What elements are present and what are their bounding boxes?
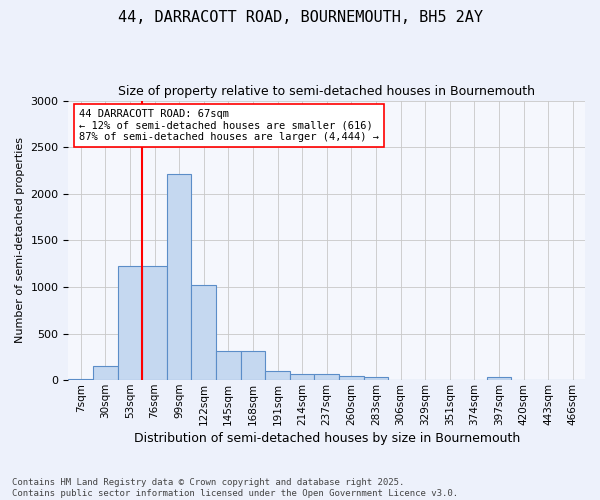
Bar bbox=[68, 379, 93, 380]
Bar bbox=[93, 366, 118, 380]
Bar bbox=[216, 352, 241, 380]
Text: 44 DARRACOTT ROAD: 67sqm
← 12% of semi-detached houses are smaller (616)
87% of : 44 DARRACOTT ROAD: 67sqm ← 12% of semi-d… bbox=[79, 109, 379, 142]
Bar bbox=[314, 374, 339, 380]
Bar bbox=[364, 377, 388, 380]
Bar bbox=[339, 376, 364, 380]
Text: Contains HM Land Registry data © Crown copyright and database right 2025.
Contai: Contains HM Land Registry data © Crown c… bbox=[12, 478, 458, 498]
Title: Size of property relative to semi-detached houses in Bournemouth: Size of property relative to semi-detach… bbox=[118, 85, 535, 98]
Bar bbox=[265, 371, 290, 380]
Bar bbox=[118, 266, 142, 380]
X-axis label: Distribution of semi-detached houses by size in Bournemouth: Distribution of semi-detached houses by … bbox=[134, 432, 520, 445]
Bar bbox=[290, 374, 314, 380]
Y-axis label: Number of semi-detached properties: Number of semi-detached properties bbox=[15, 138, 25, 344]
Text: 44, DARRACOTT ROAD, BOURNEMOUTH, BH5 2AY: 44, DARRACOTT ROAD, BOURNEMOUTH, BH5 2AY bbox=[118, 10, 482, 25]
Bar bbox=[191, 285, 216, 380]
Bar bbox=[487, 378, 511, 380]
Bar bbox=[167, 174, 191, 380]
Bar bbox=[241, 352, 265, 380]
Bar bbox=[142, 266, 167, 380]
